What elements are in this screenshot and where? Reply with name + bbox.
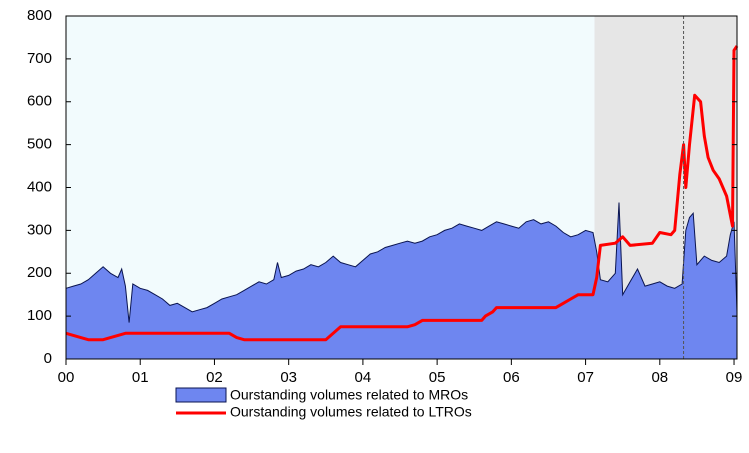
legend-label: Ourstanding volumes related to MROs bbox=[230, 387, 468, 403]
line bbox=[65, 45, 739, 342]
x-tick-label: 05 bbox=[429, 369, 446, 386]
area bbox=[66, 202, 737, 359]
x-tick-label: 09 bbox=[726, 369, 743, 386]
x-tick-label: 01 bbox=[132, 369, 149, 386]
y-tick-label: 800 bbox=[27, 7, 52, 24]
y-tick-label: 400 bbox=[27, 178, 52, 195]
y-tick-label: 300 bbox=[27, 221, 52, 238]
y-tick-label: 700 bbox=[27, 50, 52, 67]
x-tick-label: 00 bbox=[58, 369, 75, 386]
x-tick-label: 02 bbox=[206, 369, 223, 386]
x-tick-label: 07 bbox=[577, 369, 594, 386]
legend-label: Ourstanding volumes related to LTROs bbox=[230, 404, 472, 420]
x-tick-label: 06 bbox=[503, 369, 520, 386]
y-tick-label: 100 bbox=[27, 307, 52, 324]
x-tick-label: 04 bbox=[355, 369, 372, 386]
legend: Ourstanding volumes related to MROs Ours… bbox=[175, 387, 472, 420]
x-tick-label: 03 bbox=[280, 369, 297, 386]
x-tick-label: 08 bbox=[651, 369, 668, 386]
y-tick-label: 600 bbox=[27, 93, 52, 110]
y-tick-label: 0 bbox=[44, 350, 52, 367]
area-edge bbox=[65, 202, 738, 323]
legend-swatch bbox=[175, 387, 227, 403]
y-tick-label: 200 bbox=[27, 264, 52, 281]
y-tick-label: 500 bbox=[27, 136, 52, 153]
